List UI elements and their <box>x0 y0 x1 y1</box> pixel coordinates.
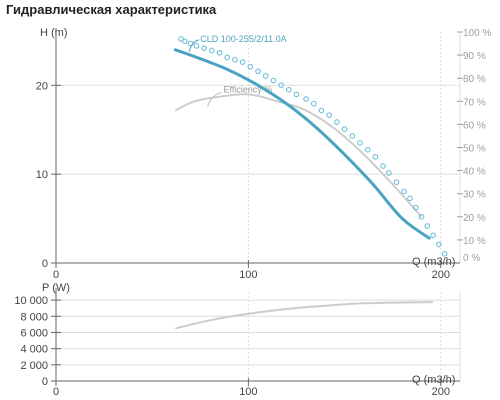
percent-dot <box>239 59 246 65</box>
p-y-tick-label: 0 <box>42 376 48 388</box>
h-y-tick-label: 20 <box>36 80 48 92</box>
percent-dot <box>364 147 371 153</box>
percent-dot <box>341 126 348 132</box>
percent-dot <box>182 38 188 45</box>
h-y2-tick-label: 50 % <box>463 144 486 155</box>
pump-label-leader <box>188 39 200 52</box>
h-y-tick-label: 10 <box>36 169 48 181</box>
h-y-axis-title: H (m) <box>40 27 68 39</box>
page-title: Гидравлическая характеристика <box>6 2 217 17</box>
percent-dot <box>193 43 200 49</box>
h-y2-tick-label: 30 % <box>463 190 486 201</box>
percent-dot <box>334 119 340 125</box>
percent-dot <box>278 82 284 88</box>
pump-curve <box>173 48 431 240</box>
percent-dot <box>372 153 379 160</box>
pump-series-label: CLD 100-255/2/11.0A <box>200 34 286 44</box>
efficiency-label-leader <box>207 92 222 107</box>
percent-dot <box>401 188 408 195</box>
h-y2-tick-label: 20 % <box>463 213 486 224</box>
percent-dot <box>386 170 392 176</box>
h-x-tick-label: 100 <box>239 269 257 281</box>
percent-dot <box>424 223 431 229</box>
h-y2-tick-label: 10 % <box>463 236 486 247</box>
h-y-tick-label: 0 <box>42 258 48 270</box>
efficiency-series-label: Efficiency % <box>224 85 273 95</box>
percent-dot <box>349 133 356 139</box>
p-x-tick-label: 100 <box>239 386 257 398</box>
p-y-tick-label: 10 000 <box>14 295 48 307</box>
percent-dot <box>430 232 436 239</box>
h-y2-tick-label: 70 % <box>463 97 486 108</box>
percent-dot <box>441 250 448 257</box>
p-y-tick-label: 4 000 <box>20 344 48 356</box>
percent-dot <box>436 241 442 248</box>
h-y2-zero-label: 0 % <box>463 253 480 264</box>
p-x-axis-title: Q (m3/h) <box>412 374 455 386</box>
p-y-axis-title: P (W) <box>42 282 70 294</box>
percent-dot <box>270 77 277 84</box>
percent-dot <box>407 195 413 202</box>
efficiency-curve <box>174 93 423 218</box>
percent-dot <box>412 204 419 211</box>
p-x-tick-label: 0 <box>53 386 59 398</box>
h-x-tick-label: 0 <box>53 269 59 281</box>
h-y2-tick-label: 100 % <box>463 28 491 39</box>
percent-dot <box>201 45 207 51</box>
percent-dot <box>357 140 363 146</box>
percent-dot <box>393 179 400 185</box>
percent-dot <box>303 96 309 102</box>
percent-dot <box>285 86 292 93</box>
percent-dot <box>247 63 254 70</box>
percent-dot <box>318 107 325 114</box>
power-curve <box>175 301 434 330</box>
percent-dot <box>255 68 261 75</box>
h-y2-tick-label: 40 % <box>463 167 486 178</box>
p-y-tick-label: 8 000 <box>20 311 48 323</box>
h-x-axis-title: Q (m3/h) <box>412 256 455 268</box>
percent-dot <box>209 47 215 54</box>
p-y-tick-label: 6 000 <box>20 327 48 339</box>
percent-dot <box>418 214 425 220</box>
percent-dot <box>380 163 386 169</box>
p-x-tick-label: 200 <box>432 386 450 398</box>
h-y2-tick-label: 60 % <box>463 120 486 131</box>
p-y-tick-label: 2 000 <box>20 360 48 372</box>
percent-dot <box>326 112 332 118</box>
h-y2-tick-label: 90 % <box>463 51 486 62</box>
percent-dot <box>310 100 317 107</box>
percent-dot <box>232 56 238 63</box>
percent-dot <box>224 54 231 61</box>
percent-dot <box>293 91 300 98</box>
percent-dot <box>262 73 269 79</box>
h-y2-tick-label: 80 % <box>463 74 486 85</box>
percent-dot <box>216 49 223 56</box>
h-x-tick-label: 200 <box>432 269 450 281</box>
